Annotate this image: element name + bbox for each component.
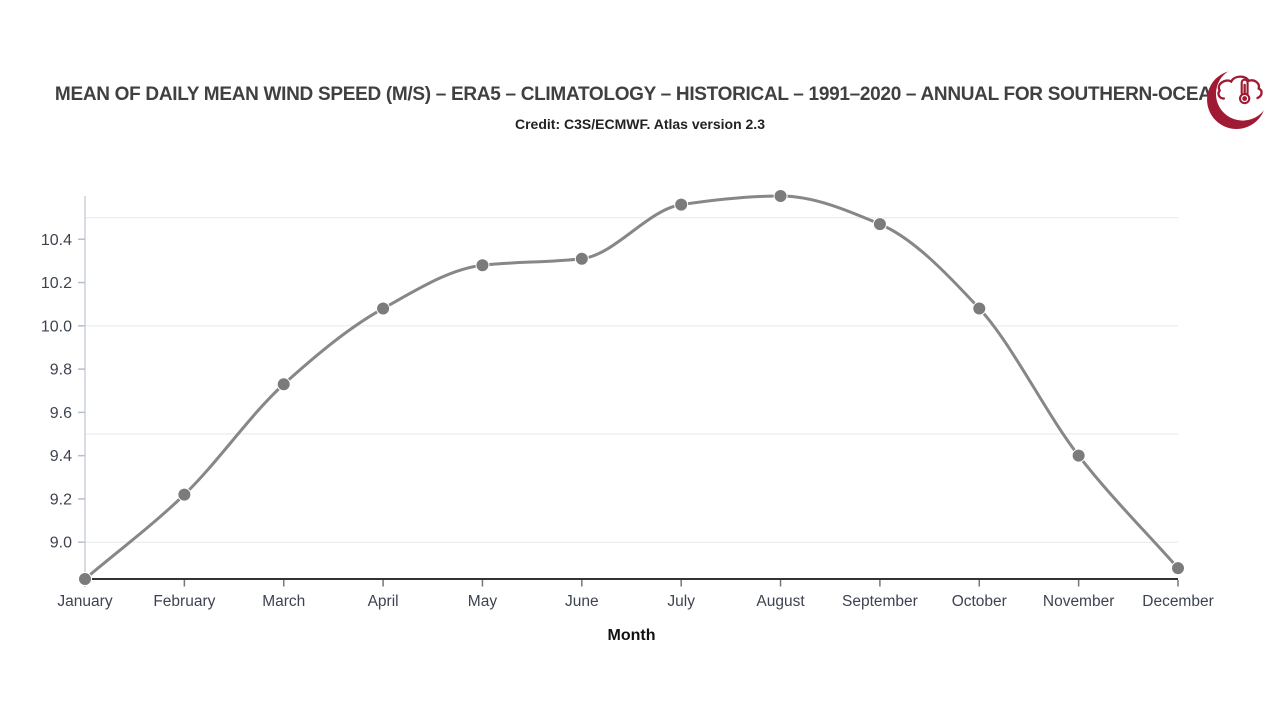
data-point-april[interactable] xyxy=(376,301,391,316)
y-tick-label-10.2: 10.2 xyxy=(41,275,72,292)
x-axis-title: Month xyxy=(608,627,656,644)
x-tick-label-june: June xyxy=(565,593,599,610)
climate-atlas-logo xyxy=(1206,66,1270,129)
cloud-thermometer-crescent-icon xyxy=(1207,67,1270,129)
credit-subtitle: Credit: C3S/ECMWF. Atlas version 2.3 xyxy=(515,116,765,132)
x-tick-label-august: August xyxy=(756,593,805,610)
y-tick-label-10.0: 10.0 xyxy=(41,318,72,335)
x-tick-label-november: November xyxy=(1043,593,1115,610)
data-point-february[interactable] xyxy=(177,487,192,502)
data-point-may[interactable] xyxy=(475,258,490,273)
wind-speed-line xyxy=(83,194,1180,581)
y-tick-label-9.0: 9.0 xyxy=(50,535,72,552)
y-tick-label-9.2: 9.2 xyxy=(50,491,72,508)
data-point-october[interactable] xyxy=(972,301,987,316)
data-point-december[interactable] xyxy=(1171,561,1185,576)
data-point-august[interactable] xyxy=(773,189,788,203)
x-tick-label-march: March xyxy=(262,593,305,610)
y-tick-label-9.8: 9.8 xyxy=(50,362,72,379)
page-title: MEAN OF DAILY MEAN WIND SPEED (M/S) – ER… xyxy=(54,84,1226,105)
chart-header: MEAN OF DAILY MEAN WIND SPEED (M/S) – ER… xyxy=(0,84,1280,132)
data-point-september[interactable] xyxy=(872,217,887,232)
x-tick-label-may: May xyxy=(468,593,498,610)
data-point-january[interactable] xyxy=(78,572,92,586)
data-point-july[interactable] xyxy=(674,197,689,212)
y-tick-label-10.4: 10.4 xyxy=(41,232,72,249)
y-tick-label-9.4: 9.4 xyxy=(50,448,72,465)
data-point-march[interactable] xyxy=(276,377,291,392)
x-tick-label-december: December xyxy=(1142,593,1214,610)
y-tick-label-9.6: 9.6 xyxy=(50,405,72,422)
data-point-november[interactable] xyxy=(1071,448,1086,463)
x-tick-label-february: February xyxy=(153,593,215,610)
x-tick-label-october: October xyxy=(952,593,1007,610)
x-tick-label-july: July xyxy=(667,593,695,610)
x-tick-label-september: September xyxy=(842,593,918,610)
x-tick-label-april: April xyxy=(368,593,399,610)
data-point-june[interactable] xyxy=(574,251,589,266)
x-tick-label-january: January xyxy=(57,593,112,610)
